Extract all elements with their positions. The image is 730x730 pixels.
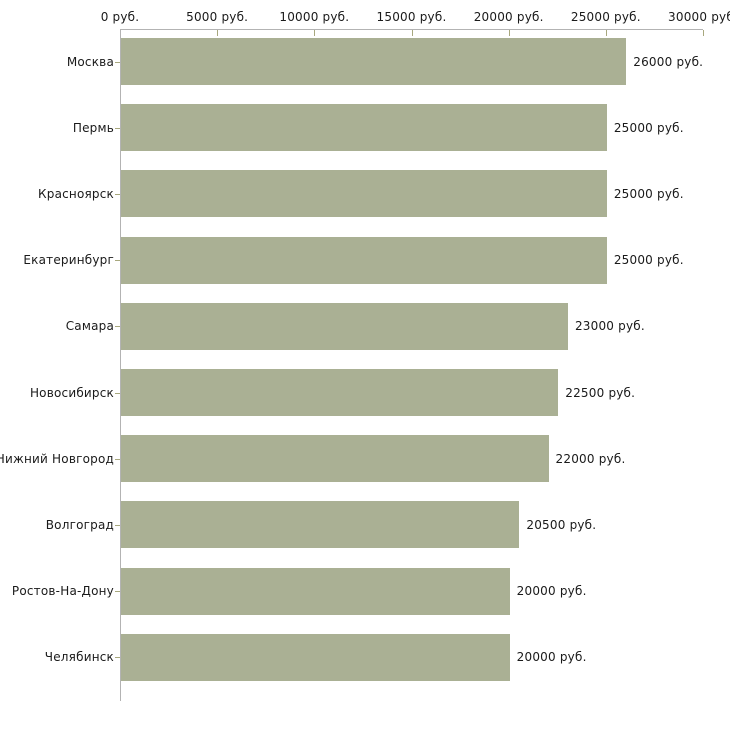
- x-axis-tick: [314, 30, 316, 36]
- x-axis-tick-label: 10000 руб.: [279, 10, 350, 24]
- bar: [121, 38, 627, 85]
- y-axis-category-label: Нижний Новгород: [0, 451, 114, 466]
- x-axis-tick-label: 15000 руб.: [376, 10, 447, 24]
- y-axis-tick: [115, 524, 120, 526]
- x-axis-line: [120, 29, 703, 30]
- y-axis-line: [120, 30, 121, 701]
- y-axis-tick: [115, 260, 120, 262]
- y-axis-category-label: Пермь: [72, 120, 114, 135]
- y-axis-tick: [115, 392, 120, 394]
- y-axis-category-label: Челябинск: [44, 650, 114, 665]
- bar: [121, 236, 607, 284]
- y-axis-tick: [115, 458, 120, 460]
- bar-value-label: 20000 руб.: [516, 584, 587, 599]
- y-axis-tick: [115, 326, 120, 328]
- y-axis-tick: [115, 61, 120, 63]
- bar: [121, 633, 510, 681]
- bar: [121, 435, 549, 483]
- x-axis-tick-label: 0 руб.: [100, 10, 140, 24]
- x-axis-tick-label: 5000 руб.: [186, 10, 249, 24]
- bar: [121, 501, 520, 549]
- x-axis-tick-label: 25000 руб.: [570, 10, 641, 24]
- y-axis-tick: [115, 591, 120, 593]
- y-axis-tick: [115, 193, 120, 195]
- bar-value-label: 20000 руб.: [516, 650, 587, 665]
- x-axis-tick-label: 30000 руб.: [668, 10, 730, 24]
- bar: [121, 369, 559, 416]
- x-axis-tick: [217, 30, 219, 36]
- bar-value-label: 25000 руб.: [613, 186, 684, 201]
- y-axis-tick: [115, 657, 120, 659]
- bar: [121, 170, 607, 218]
- x-axis-tick: [703, 30, 704, 36]
- bar-value-label: 23000 руб.: [574, 319, 645, 334]
- x-axis-tick: [411, 30, 413, 36]
- y-axis-tick: [115, 127, 120, 129]
- y-axis-category-label: Москва: [66, 54, 114, 69]
- y-axis-category-label: Екатеринбург: [23, 253, 114, 268]
- x-axis-tick-label: 20000 руб.: [473, 10, 544, 24]
- bar-value-label: 25000 руб.: [613, 120, 684, 135]
- bar-value-label: 22000 руб.: [555, 451, 626, 466]
- bar-value-label: 25000 руб.: [613, 253, 684, 268]
- y-axis-category-label: Волгоград: [45, 517, 114, 532]
- bar-value-label: 26000 руб.: [633, 54, 704, 69]
- y-axis-category-label: Ростов-На-Дону: [11, 584, 114, 599]
- y-axis-category-label: Новосибирск: [29, 385, 114, 400]
- y-axis-category-label: Красноярск: [38, 186, 114, 201]
- bar: [121, 567, 510, 615]
- bar-value-label: 20500 руб.: [526, 517, 597, 532]
- x-axis-tick: [508, 30, 510, 36]
- bar: [121, 104, 607, 152]
- y-axis-category-label: Самара: [65, 319, 114, 334]
- bar: [121, 302, 568, 350]
- x-axis-tick: [605, 30, 607, 36]
- bar-value-label: 22500 руб.: [565, 385, 636, 400]
